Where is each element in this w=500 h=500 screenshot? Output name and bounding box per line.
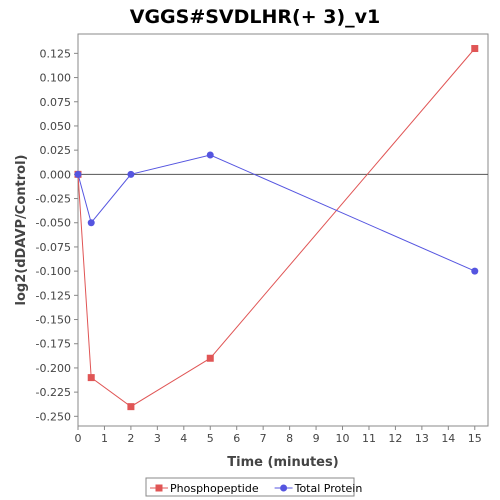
y-axis-label: log2(dDAVP/Control) [14, 155, 29, 306]
y-tick-label: 0.075 [40, 96, 72, 109]
x-tick-label: 13 [415, 432, 429, 445]
x-tick-label: 10 [336, 432, 350, 445]
x-axis-label: Time (minutes) [227, 455, 338, 470]
y-tick-label: -0.075 [36, 241, 71, 254]
y-tick-label: -0.125 [36, 289, 71, 302]
data-point [87, 374, 95, 382]
x-tick-label: 3 [154, 432, 161, 445]
legend-box [145, 477, 355, 497]
data-point [74, 170, 82, 178]
x-tick-label: 11 [362, 432, 376, 445]
y-tick-label: -0.025 [36, 193, 71, 206]
y-tick-label: -0.175 [36, 338, 71, 351]
legend-label: Total Protein [294, 482, 363, 495]
data-point [206, 151, 214, 159]
legend-marker [280, 484, 288, 492]
x-tick-label: 9 [313, 432, 320, 445]
y-tick-label: 0.125 [40, 47, 72, 60]
y-tick-label: -0.150 [36, 314, 71, 327]
y-tick-label: 0.025 [40, 144, 72, 157]
x-tick-label: 12 [388, 432, 402, 445]
x-tick-label: 15 [468, 432, 482, 445]
x-tick-label: 6 [233, 432, 240, 445]
legend-marker [155, 484, 163, 492]
data-point [127, 403, 135, 411]
y-tick-label: -0.100 [36, 265, 71, 278]
x-tick-label: 1 [101, 432, 108, 445]
y-tick-label: 0.000 [40, 168, 72, 181]
y-tick-label: -0.050 [36, 217, 71, 230]
x-tick-label: 7 [260, 432, 267, 445]
legend-label: Phosphopeptide [170, 482, 259, 495]
y-tick-label: -0.225 [36, 386, 71, 399]
plot-area [77, 33, 489, 427]
y-tick-label: 0.100 [40, 72, 72, 85]
x-tick-label: 4 [180, 432, 187, 445]
data-point [471, 45, 479, 53]
x-tick-label: 2 [127, 432, 134, 445]
y-tick-label: 0.050 [40, 120, 72, 133]
data-point [87, 219, 95, 227]
data-point [127, 170, 135, 178]
x-tick-label: 8 [286, 432, 293, 445]
x-tick-label: 14 [441, 432, 455, 445]
data-point [471, 267, 479, 275]
data-point [206, 354, 214, 362]
x-tick-label: 5 [207, 432, 214, 445]
chart-title: VGGS#SVDLHR(+ 3)_v1 [130, 6, 381, 28]
y-tick-label: -0.250 [36, 410, 71, 423]
x-tick-label: 0 [75, 432, 82, 445]
y-tick-label: -0.200 [36, 362, 71, 375]
